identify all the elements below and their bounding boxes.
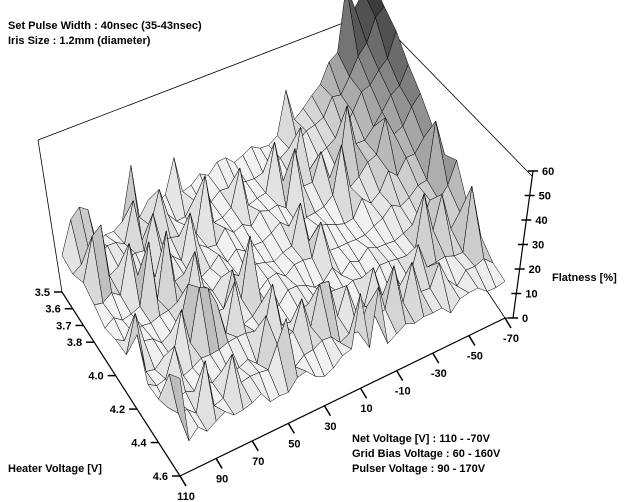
net-voltage-tick-label: -10 bbox=[395, 386, 411, 398]
frame-line bbox=[37, 11, 373, 141]
net-voltage-tick bbox=[251, 440, 259, 452]
heater-voltage-tick-label: 4.4 bbox=[131, 438, 147, 450]
flatness-tick-label: 60 bbox=[542, 166, 554, 178]
net-voltage-tick bbox=[215, 458, 223, 469]
surface-patch bbox=[168, 373, 190, 441]
net-voltage-tick-label: -30 bbox=[431, 368, 447, 380]
net-voltage-tick bbox=[359, 387, 368, 399]
flatness-tick-label: 10 bbox=[525, 289, 537, 301]
flatness-tick-label: 50 bbox=[539, 191, 551, 203]
grid-bias-note: Grid Bias Voltage : 60 - 160V bbox=[352, 448, 501, 460]
pulse-width-note: Set Pulse Width : 40nsec (35-43nsec) bbox=[8, 20, 202, 32]
net-voltage-tick bbox=[504, 317, 512, 329]
plot-axes: 3.5 3.6 3.7 3.8 4.0 4.2 4.4 4.6 Heater Voltage [… bbox=[8, 166, 617, 502]
heater-voltage-tick-label: 4.2 bbox=[110, 404, 125, 416]
header-notes: Set Pulse Width : 40nsec (35-43nsec) Iri… bbox=[8, 19, 202, 49]
flatness-tick-label: 20 bbox=[529, 264, 541, 276]
net-voltage-tick bbox=[432, 352, 440, 364]
frame-line bbox=[37, 139, 63, 293]
net-voltage-axis-line bbox=[179, 317, 506, 477]
heater-voltage-tick-label: 4.6 bbox=[153, 471, 168, 483]
heater-voltage-tick-label: 3.8 bbox=[67, 337, 82, 349]
net-voltage-tick-label: 50 bbox=[288, 438, 300, 450]
flatness-tick-label: 30 bbox=[532, 240, 544, 252]
flatness-axis-title: Flatness [%] bbox=[552, 272, 617, 284]
net-voltage-tick-label: 110 bbox=[177, 491, 195, 502]
net-voltage-tick bbox=[287, 422, 295, 434]
heater-voltage-axis-line bbox=[61, 291, 181, 477]
flatness-tick-label: 40 bbox=[535, 215, 547, 227]
heater-voltage-tick-label: 4.0 bbox=[88, 371, 103, 383]
net-voltage-tick bbox=[179, 475, 187, 487]
net-voltage-note: Net Voltage [V] : 110 - -70V bbox=[352, 433, 490, 445]
net-voltage-tick bbox=[468, 335, 476, 346]
heater-voltage-tick-label: 3.6 bbox=[45, 304, 60, 316]
heater-voltage-axis-title: Heater Voltage [V] bbox=[8, 463, 102, 475]
net-voltage-tick-label: -50 bbox=[467, 351, 483, 363]
net-voltage-tick-label: 10 bbox=[360, 403, 372, 415]
net-voltage-tick bbox=[396, 370, 404, 382]
net-voltage-tick-label: 90 bbox=[216, 473, 228, 485]
net-voltage-tick-label: 30 bbox=[324, 421, 336, 433]
surface-mesh bbox=[61, 0, 506, 442]
net-voltage-tick-label: 70 bbox=[252, 456, 264, 468]
net-voltage-tick-label: -70 bbox=[503, 333, 519, 345]
heater-voltage-tick-label: 3.5 bbox=[35, 287, 50, 299]
footer-notes: Net Voltage [V] : 110 - -70V Grid Bias V… bbox=[352, 432, 500, 477]
iris-size-note: Iris Size : 1.2mm (diameter) bbox=[8, 35, 151, 47]
heater-voltage-tick-label: 3.7 bbox=[56, 320, 71, 332]
pulser-voltage-note: Pulser Voltage : 90 - 170V bbox=[352, 463, 486, 475]
net-voltage-tick bbox=[323, 405, 332, 417]
flatness-tick-label: 0 bbox=[522, 313, 528, 325]
